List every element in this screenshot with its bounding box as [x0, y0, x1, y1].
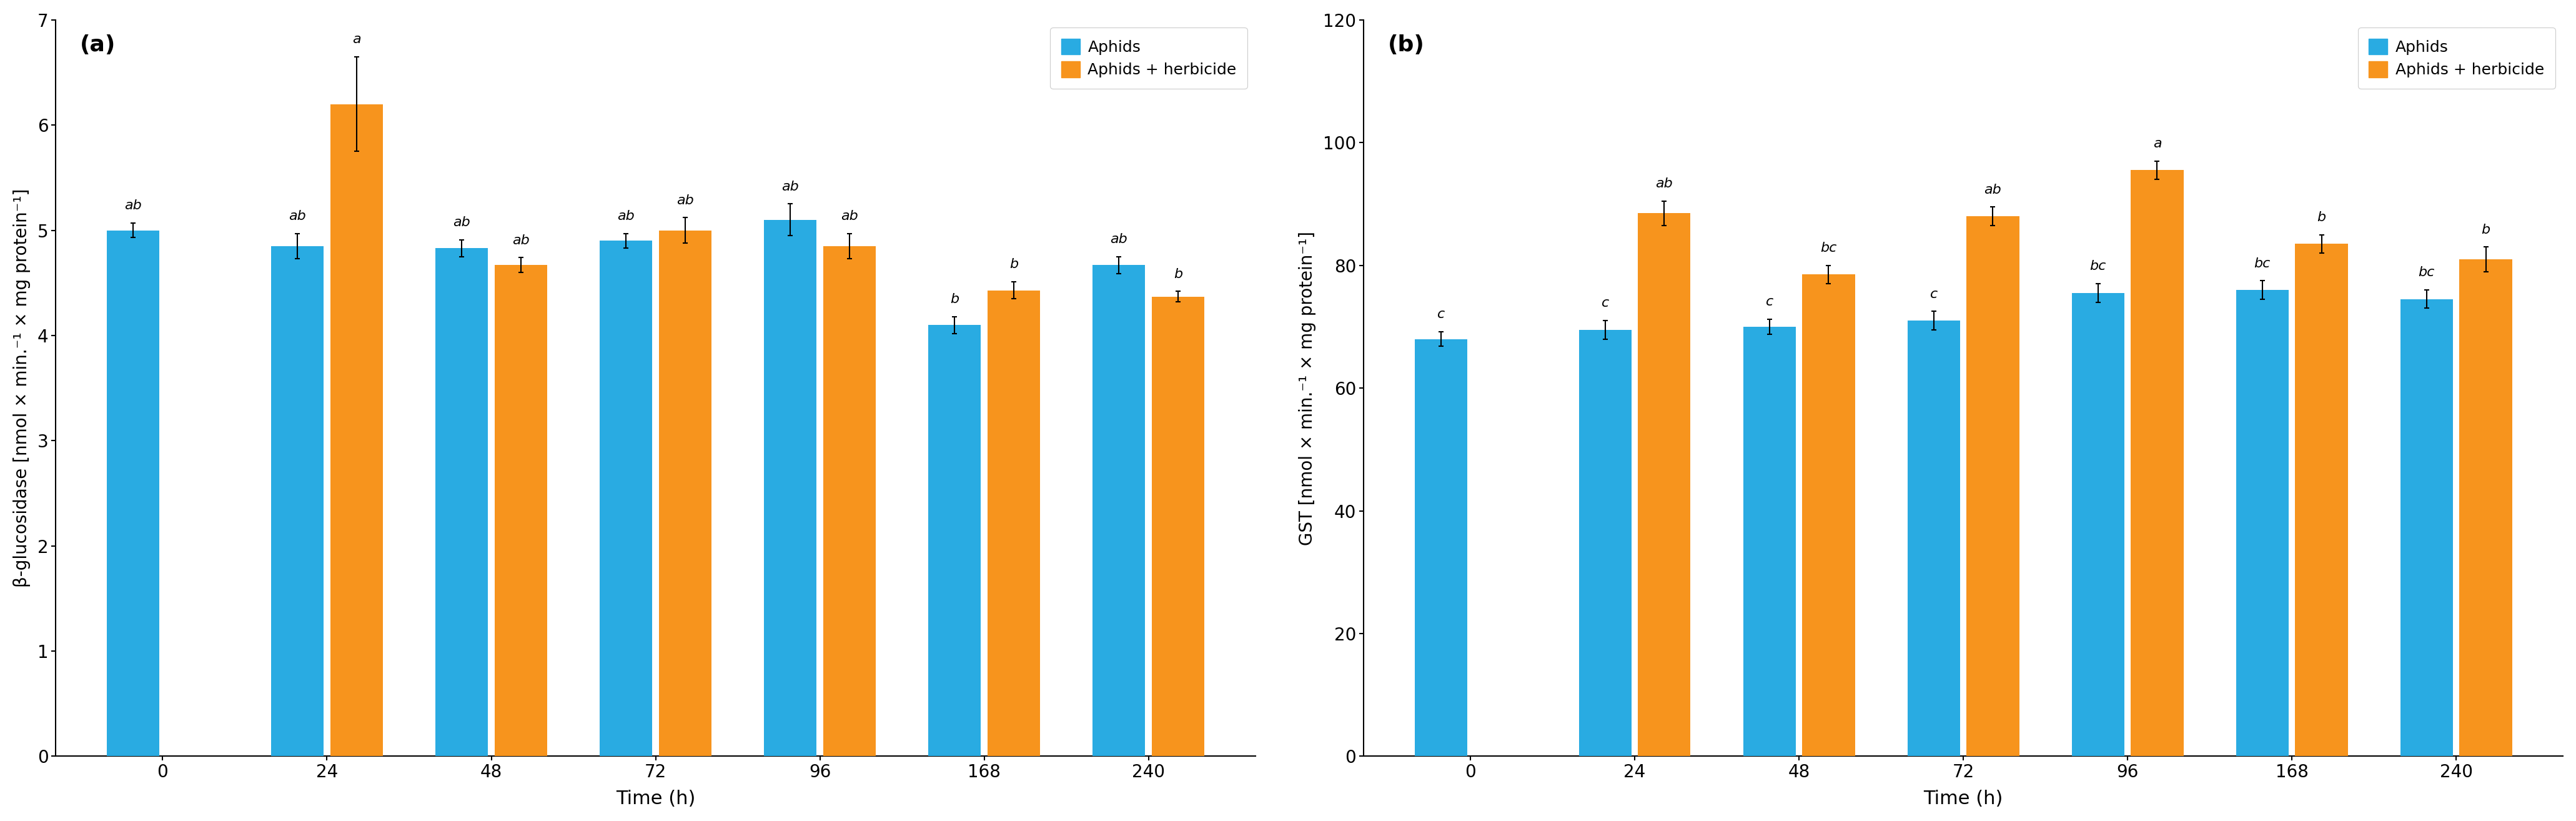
Legend: Aphids, Aphids + herbicide: Aphids, Aphids + herbicide: [2357, 28, 2555, 89]
Text: (b): (b): [1388, 34, 1425, 56]
Text: b: b: [951, 293, 958, 305]
Bar: [1414, 339, 1468, 756]
Text: b: b: [1175, 268, 1182, 280]
Legend: Aphids, Aphids + herbicide: Aphids, Aphids + herbicide: [1051, 28, 1247, 89]
Text: b: b: [2481, 223, 2491, 236]
Y-axis label: β-glucosidase [nmol × min.⁻¹ × mg protein⁻¹]: β-glucosidase [nmol × min.⁻¹ × mg protei…: [13, 189, 31, 588]
Bar: [1906, 320, 1960, 756]
Bar: [1092, 265, 1146, 756]
Bar: [824, 246, 876, 756]
Text: bc: bc: [2419, 266, 2434, 279]
Bar: [495, 265, 546, 756]
Bar: [106, 231, 160, 756]
Bar: [2295, 244, 2347, 756]
Text: a: a: [2154, 137, 2161, 150]
Text: c: c: [1929, 288, 1937, 300]
Bar: [1965, 216, 2020, 756]
Bar: [1744, 327, 1795, 756]
Bar: [1151, 296, 1206, 756]
Bar: [435, 248, 487, 756]
Bar: [330, 104, 384, 756]
Bar: [600, 241, 652, 756]
Y-axis label: GST [nmol × min.⁻¹ × mg protein⁻¹]: GST [nmol × min.⁻¹ × mg protein⁻¹]: [1298, 231, 1316, 545]
Text: ab: ab: [453, 216, 471, 229]
Text: a: a: [353, 33, 361, 46]
Text: c: c: [1437, 308, 1445, 320]
Bar: [2401, 299, 2452, 756]
Text: b: b: [1010, 259, 1018, 271]
Bar: [987, 291, 1041, 756]
Text: ab: ab: [1110, 233, 1128, 245]
Text: ab: ab: [124, 200, 142, 212]
Bar: [927, 325, 981, 756]
Bar: [2130, 170, 2184, 756]
Bar: [1579, 330, 1631, 756]
Text: ab: ab: [513, 234, 531, 246]
Text: c: c: [1602, 297, 1610, 310]
Text: c: c: [1765, 296, 1772, 309]
Text: bc: bc: [1821, 242, 1837, 255]
Bar: [659, 231, 711, 756]
Bar: [1803, 274, 1855, 756]
Text: ab: ab: [781, 181, 799, 193]
Text: ab: ab: [618, 210, 634, 222]
X-axis label: Time (h): Time (h): [1924, 790, 2004, 808]
Bar: [2236, 290, 2287, 756]
Text: bc: bc: [2089, 260, 2107, 273]
Text: (a): (a): [80, 34, 116, 56]
Text: bc: bc: [2254, 257, 2269, 269]
Bar: [270, 246, 325, 756]
X-axis label: Time (h): Time (h): [616, 790, 696, 808]
Bar: [2460, 259, 2512, 756]
Bar: [1638, 213, 1690, 756]
Bar: [2071, 293, 2125, 756]
Text: ab: ab: [1984, 184, 2002, 196]
Text: b: b: [2316, 211, 2326, 223]
Text: ab: ab: [677, 194, 693, 207]
Text: ab: ab: [1656, 177, 1672, 190]
Text: ab: ab: [840, 210, 858, 222]
Bar: [765, 220, 817, 756]
Text: ab: ab: [289, 210, 307, 222]
